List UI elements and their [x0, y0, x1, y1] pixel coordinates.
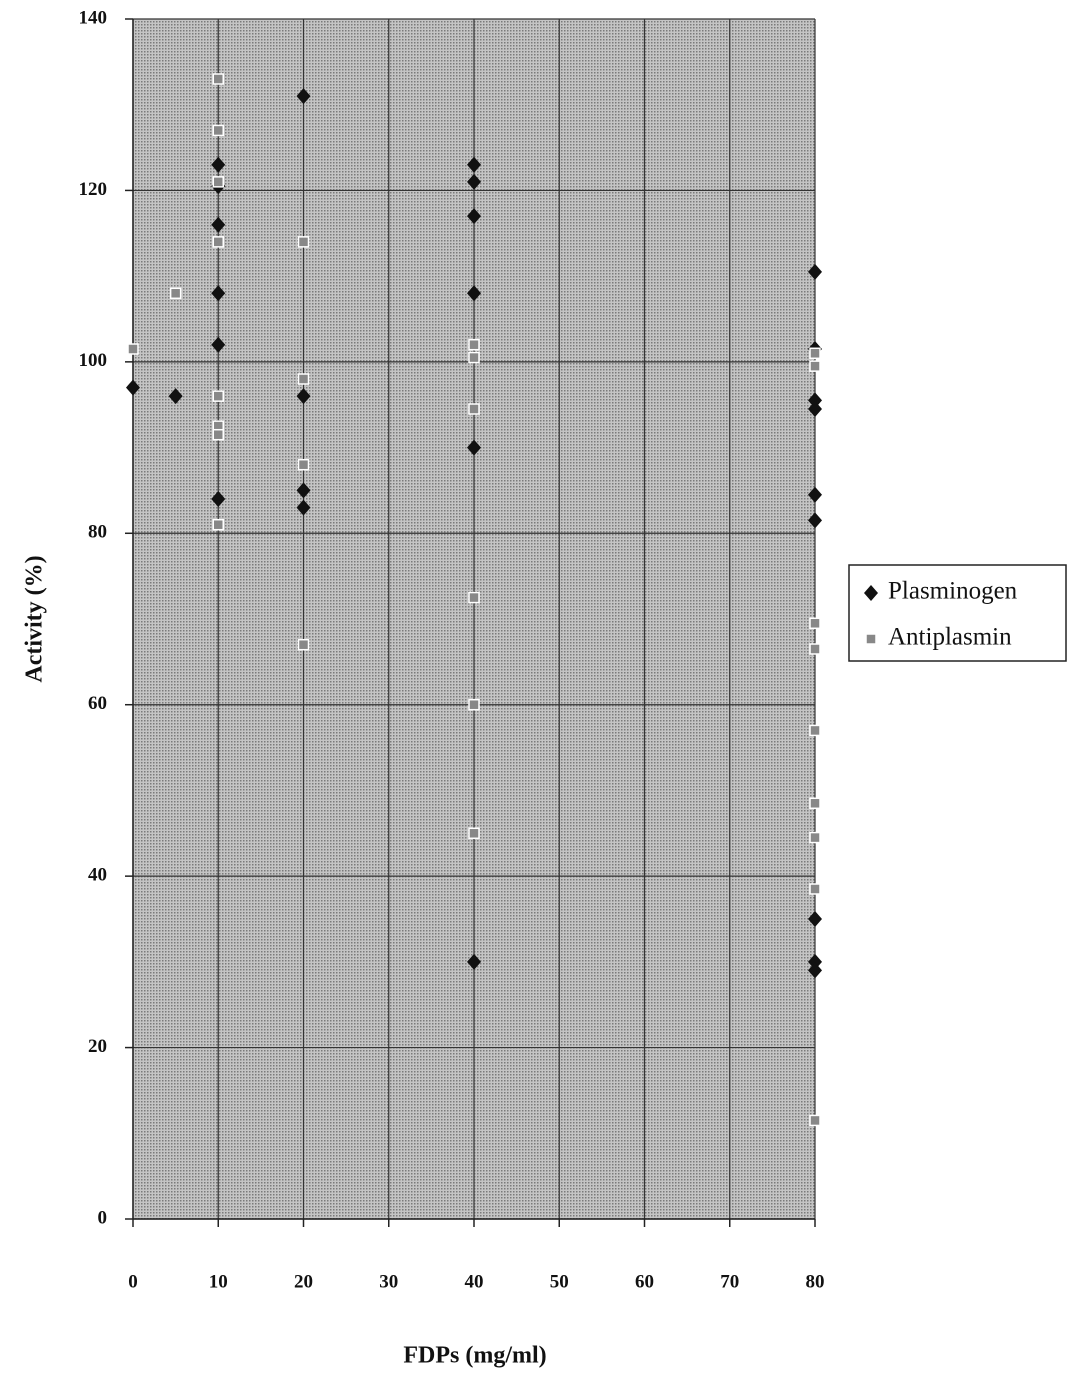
point	[469, 404, 479, 414]
point	[299, 640, 309, 650]
x-tick-label: 40	[465, 1271, 484, 1292]
point	[810, 884, 820, 894]
x-tick-label: 80	[806, 1271, 825, 1292]
y-tick-label: 40	[88, 865, 107, 886]
point	[213, 237, 223, 247]
point	[299, 460, 309, 470]
point	[810, 361, 820, 371]
x-tick-label: 50	[550, 1271, 569, 1292]
point	[171, 288, 181, 298]
y-axis-title: Activity (%)	[22, 555, 48, 682]
point	[213, 74, 223, 84]
legend-marker	[866, 634, 876, 644]
point	[299, 237, 309, 247]
point	[469, 340, 479, 350]
x-tick-label: 0	[128, 1271, 138, 1292]
x-tick-label: 20	[294, 1271, 313, 1292]
point	[213, 520, 223, 530]
x-tick-label: 30	[379, 1271, 398, 1292]
legend-label: Plasminogen	[888, 578, 1018, 605]
point	[810, 833, 820, 843]
y-tick-label: 0	[98, 1207, 108, 1228]
point	[213, 177, 223, 187]
point	[469, 828, 479, 838]
point	[810, 798, 820, 808]
point	[469, 593, 479, 603]
y-tick-label: 20	[88, 1036, 107, 1057]
point	[213, 430, 223, 440]
chart: Activity (%) FDPs (mg/ml) 02040608010012…	[0, 0, 1071, 1379]
point	[810, 348, 820, 358]
point	[213, 125, 223, 135]
point	[469, 353, 479, 363]
point	[810, 1115, 820, 1125]
x-tick-label: 70	[720, 1271, 739, 1292]
y-tick-label: 60	[88, 693, 107, 714]
y-tick-label: 140	[79, 7, 108, 28]
y-tick-label: 100	[79, 350, 108, 371]
point	[810, 725, 820, 735]
point	[810, 618, 820, 628]
point	[810, 644, 820, 654]
point	[213, 391, 223, 401]
x-tick-label: 10	[209, 1271, 228, 1292]
y-tick-label: 120	[79, 179, 108, 200]
point	[128, 344, 138, 354]
point	[469, 700, 479, 710]
x-axis-title: FDPs (mg/ml)	[403, 1343, 546, 1369]
legend-label: Antiplasmin	[888, 624, 1012, 651]
point	[299, 374, 309, 384]
x-tick-label: 60	[635, 1271, 654, 1292]
y-tick-label: 80	[88, 522, 107, 543]
